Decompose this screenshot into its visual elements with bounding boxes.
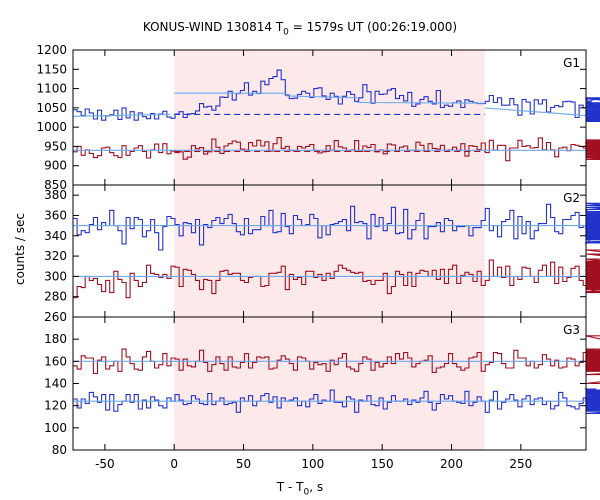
g1-ytick-label: 1200 bbox=[36, 43, 67, 57]
xtick-label: 100 bbox=[301, 457, 324, 471]
g3-series-blue bbox=[73, 388, 600, 414]
g3-ytick-label: 120 bbox=[44, 399, 67, 413]
shaded-interval bbox=[174, 50, 485, 450]
g3-ytick-label: 100 bbox=[44, 421, 67, 435]
xtick-label: 250 bbox=[509, 457, 532, 471]
g2-series-blue bbox=[73, 202, 600, 251]
g1-fit-line-3 bbox=[357, 101, 485, 104]
g1-ytick-label: 1150 bbox=[36, 62, 67, 76]
g2-ytick-label: 380 bbox=[44, 188, 67, 202]
g1-fit-line-2 bbox=[286, 95, 358, 99]
g2-ytick-label: 280 bbox=[44, 290, 67, 304]
g1-series-blue bbox=[73, 69, 600, 122]
g2-panel-label: G2 bbox=[563, 191, 580, 205]
g1-ytick-label: 1100 bbox=[36, 82, 67, 96]
g1-fit-line-0 bbox=[72, 113, 171, 117]
xtick-label: -50 bbox=[95, 457, 115, 471]
g3-ytick-label: 140 bbox=[44, 377, 67, 391]
g1-panel-label: G1 bbox=[563, 56, 580, 70]
g2-ytick-label: 360 bbox=[44, 208, 67, 222]
g1-ytick-label: 850 bbox=[44, 178, 67, 192]
g1-ytick-label: 1000 bbox=[36, 120, 67, 134]
x-axis-label: T - T0, s bbox=[276, 480, 324, 498]
g3-ytick-label: 180 bbox=[44, 332, 67, 346]
g3-series-red bbox=[73, 335, 600, 385]
g3-ytick-label: 160 bbox=[44, 354, 67, 368]
g3-panel-label: G3 bbox=[563, 323, 580, 337]
g2-ytick-label: 320 bbox=[44, 249, 67, 263]
g1-fit-line-4 bbox=[484, 107, 587, 117]
g1-ytick-label: 1050 bbox=[36, 101, 67, 115]
g1-ytick-label: 900 bbox=[44, 159, 67, 173]
xtick-label: 50 bbox=[236, 457, 251, 471]
xtick-label: 200 bbox=[440, 457, 463, 471]
y-axis-label: counts / sec bbox=[13, 213, 27, 286]
xtick-label: 150 bbox=[371, 457, 394, 471]
g2-ytick-label: 300 bbox=[44, 269, 67, 283]
g1-series-red bbox=[73, 137, 600, 162]
g1-ytick-label: 950 bbox=[44, 139, 67, 153]
g2-ytick-label: 260 bbox=[44, 310, 67, 324]
g3-ytick-label: 80 bbox=[52, 443, 67, 457]
xtick-label: 0 bbox=[170, 457, 178, 471]
g2-ytick-label: 340 bbox=[44, 229, 67, 243]
chart-title: KONUS-WIND 130814 T0 = 1579s UT (00:26:1… bbox=[142, 20, 458, 38]
